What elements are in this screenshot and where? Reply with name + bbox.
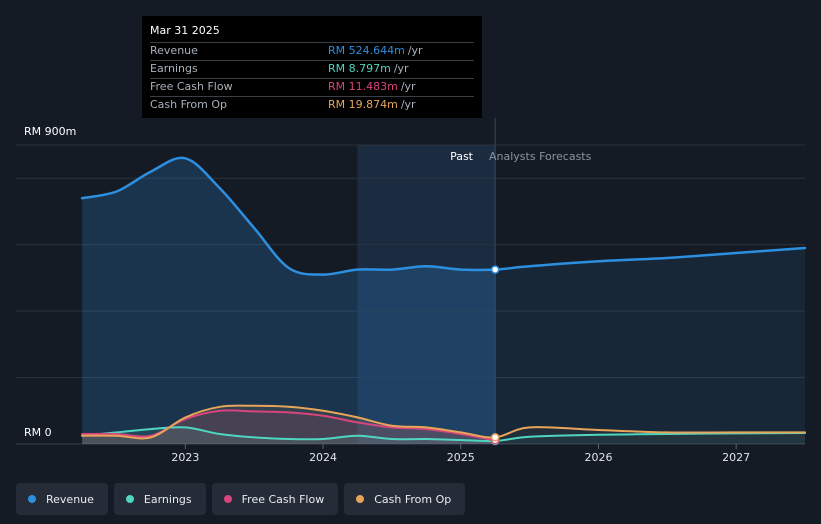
tooltip-label: Earnings [150, 62, 198, 75]
dot-icon [125, 495, 134, 503]
dot-icon [356, 495, 365, 503]
line-cash-from-op [81, 404, 806, 440]
tooltip-row-free-cash-flow: Free Cash Flow RM 11.483m/yr [150, 78, 474, 96]
area-cash-from-op [82, 405, 496, 444]
tooltip-row-revenue: Revenue RM 524.644m/yr [150, 42, 474, 60]
chart-background [357, 145, 496, 444]
current-markers [490, 265, 500, 446]
dot-icon [223, 495, 232, 503]
y-axis-zero-label: RM 0 [24, 426, 52, 439]
legend: Revenue Earnings Free Cash Flow Cash Fro… [16, 483, 466, 515]
legend-item-free-cash-flow[interactable]: Free Cash Flow [211, 483, 339, 515]
line-free-cash-flow [81, 409, 497, 442]
grid-lines [16, 118, 805, 445]
tooltip-label: Revenue [150, 44, 198, 57]
x-axis-ticks: 2023 2024 2025 2026 2027 [171, 444, 750, 464]
tooltip-row-earnings: Earnings RM 8.797m/yr [150, 60, 474, 78]
series-areas [82, 157, 805, 444]
tooltip-value: RM 8.797m/yr [328, 62, 409, 75]
tooltip-label: Free Cash Flow [150, 80, 233, 93]
dot-icon [28, 495, 36, 503]
area-free-cash-flow [82, 410, 496, 444]
x-tick-label: 2026 [584, 451, 612, 464]
legend-label: Free Cash Flow [241, 492, 325, 506]
tooltip-date: Mar 31 2025 [150, 24, 220, 37]
forecast-area-revenue [495, 248, 805, 444]
past-highlight [357, 145, 496, 444]
past-label: Past [450, 150, 474, 163]
legend-label: Earnings [143, 492, 192, 506]
x-tick-label: 2024 [309, 451, 337, 464]
tooltip-label: Cash From Op [150, 98, 228, 111]
x-tick-label: 2025 [447, 451, 475, 464]
marker-cash-from-op [490, 433, 500, 442]
legend-label: Cash From Op [374, 492, 452, 506]
x-tick-label: 2023 [171, 451, 199, 464]
legend-label: Revenue [46, 492, 94, 506]
line-earnings [81, 426, 806, 443]
tooltip-value: RM 524.644m/yr [328, 44, 423, 57]
tooltip-row-cash-from-op: Cash From Op RM 19.874m/yr [150, 96, 474, 114]
legend-item-revenue[interactable]: Revenue [16, 483, 108, 515]
legend-item-earnings[interactable]: Earnings [113, 483, 206, 515]
series-lines [80, 156, 807, 443]
tooltip: Mar 31 2025 Revenue RM 524.644m/yr Earni… [142, 16, 482, 118]
marker-revenue [490, 265, 500, 274]
forecast-area-cash-from-op [495, 427, 805, 444]
y-axis-top-label: RM 900m [24, 125, 77, 138]
area-revenue [82, 157, 496, 444]
tooltip-value: RM 11.483m/yr [328, 80, 416, 93]
x-tick-label: 2027 [722, 451, 750, 464]
line-revenue [80, 156, 807, 276]
forecast-label: Analysts Forecasts [489, 150, 592, 163]
tooltip-value: RM 19.874m/yr [328, 98, 416, 111]
legend-item-cash-from-op[interactable]: Cash From Op [344, 483, 466, 515]
